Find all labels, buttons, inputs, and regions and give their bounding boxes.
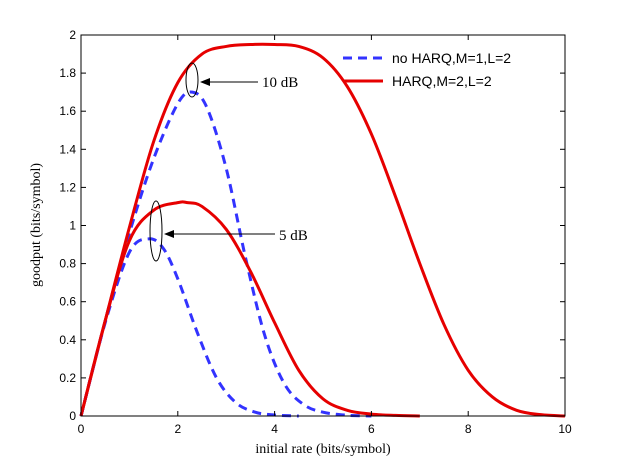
y-tick-label: 1 xyxy=(69,219,76,233)
series-layer xyxy=(79,42,566,418)
legend-label-harq: HARQ,M=2,L=2 xyxy=(392,73,492,89)
y-tick-label: 0.6 xyxy=(59,295,76,309)
annotation-5db: 5 dB xyxy=(149,200,308,262)
x-tick-label: 8 xyxy=(465,422,472,436)
x-tick-label: 10 xyxy=(558,422,572,436)
y-tick-label: 1.6 xyxy=(59,104,76,118)
annotation-5db-arrowhead xyxy=(164,230,174,238)
series-line-harq-5db xyxy=(79,200,420,418)
y-tick-label: 0 xyxy=(69,409,76,423)
annotation-10db-arrowhead xyxy=(200,78,210,86)
legend: no HARQ,M=1,L=2 HARQ,M=2,L=2 xyxy=(343,50,511,89)
y-tick-label: 1.2 xyxy=(59,180,76,194)
y-axis-ticks: 0 0.2 0.4 0.6 0.8 1 1.2 1.4 1.6 1.8 2 xyxy=(59,28,565,423)
y-tick-label: 2 xyxy=(69,28,76,42)
x-axis-ticks: 0 2 4 6 8 10 xyxy=(78,35,572,436)
annotation-5db-ellipse xyxy=(149,200,163,262)
y-axis-label: goodput (bits/symbol) xyxy=(29,163,44,287)
series-line-no-harq-5db xyxy=(79,237,299,418)
annotation-5db-label: 5 dB xyxy=(279,228,308,244)
annotation-10db: 10 dB xyxy=(185,62,298,98)
y-tick-label: 1.4 xyxy=(59,142,76,156)
x-axis-label: initial rate (bits/symbol) xyxy=(255,442,391,457)
annotation-10db-ellipse xyxy=(185,62,199,98)
y-tick-label: 1.8 xyxy=(59,66,76,80)
annotation-10db-label: 10 dB xyxy=(262,75,298,91)
series-line-harq-10db xyxy=(79,42,566,418)
x-tick-label: 6 xyxy=(368,422,375,436)
y-tick-label: 0.8 xyxy=(59,257,76,271)
y-tick-label: 0.2 xyxy=(59,371,76,385)
legend-label-no-harq: no HARQ,M=1,L=2 xyxy=(392,50,511,66)
x-tick-label: 0 xyxy=(78,422,85,436)
series-line-no-harq-10db xyxy=(79,90,372,418)
x-tick-label: 4 xyxy=(271,422,278,436)
y-tick-label: 0.4 xyxy=(59,333,76,347)
x-tick-label: 2 xyxy=(174,422,181,436)
